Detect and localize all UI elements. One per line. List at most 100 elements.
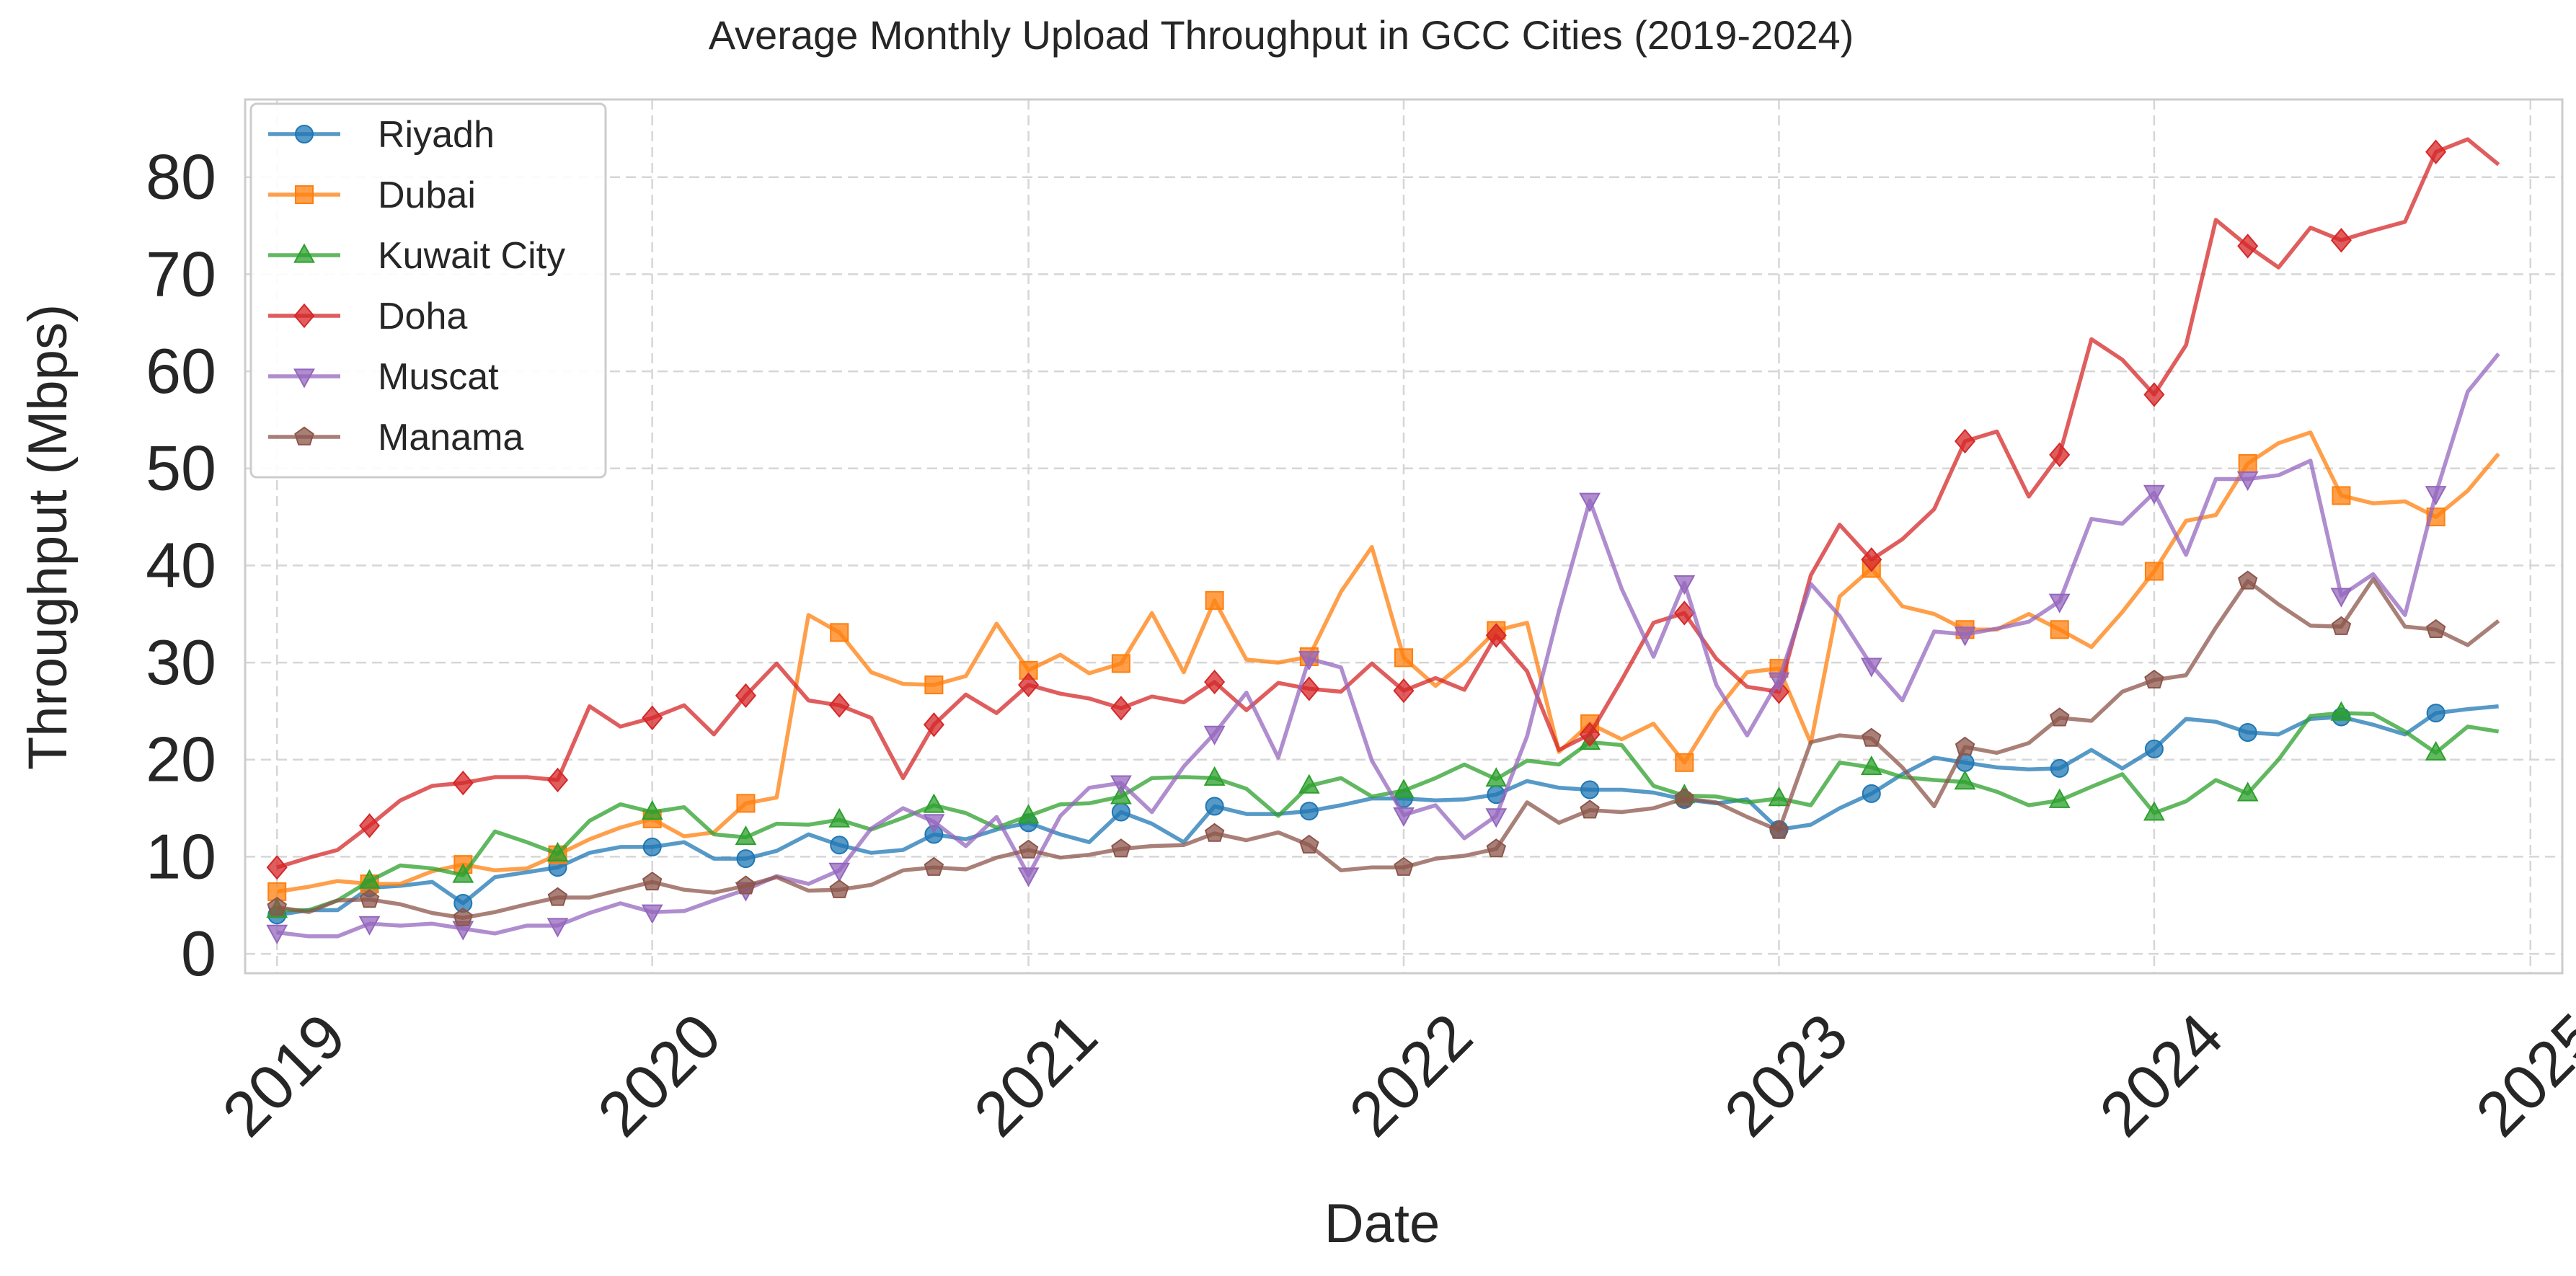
data-point-muscat <box>1393 807 1415 827</box>
data-point-kuwait-city <box>2236 781 2259 802</box>
data-point-doha <box>2237 234 2259 259</box>
y-tick-label: 60 <box>146 335 216 407</box>
data-point-doha <box>358 813 381 838</box>
data-point-doha <box>1954 428 1976 454</box>
data-point-kuwait-city <box>828 807 851 828</box>
data-point-kuwait-city <box>1298 774 1320 794</box>
data-point-doha <box>1204 669 1226 695</box>
series-dubai <box>267 430 2500 901</box>
data-point-doha <box>2330 228 2352 253</box>
data-point-riyadh <box>2238 723 2257 743</box>
data-point-dubai <box>736 794 756 813</box>
data-point-kuwait-city <box>641 800 663 820</box>
data-point-muscat <box>923 814 945 834</box>
data-point-kuwait-city <box>2143 801 2165 821</box>
data-point-muscat <box>1579 492 1601 513</box>
data-point-kuwait-city <box>1860 756 1882 776</box>
data-point-riyadh <box>1111 802 1130 822</box>
data-point-riyadh <box>642 837 662 856</box>
data-point-dubai <box>1675 753 1694 772</box>
data-point-dubai <box>1394 648 1413 668</box>
data-point-muscat <box>1110 775 1132 795</box>
legend-label-manama: Manama <box>378 417 523 458</box>
legend-box <box>249 102 607 479</box>
data-point-dubai <box>2144 562 2164 581</box>
data-point-muscat <box>1768 672 1790 692</box>
data-point-riyadh <box>2144 739 2164 758</box>
legend-marker-dubai <box>295 185 314 204</box>
data-point-manama <box>2237 570 2258 590</box>
data-point-kuwait-city <box>2425 740 2447 761</box>
data-point-muscat <box>2143 484 2165 505</box>
data-point-manama <box>829 879 849 898</box>
data-point-muscat <box>1954 626 1976 647</box>
data-point-manama <box>1299 834 1319 854</box>
data-point-muscat <box>1298 651 1320 671</box>
data-point-manama <box>547 887 568 906</box>
data-point-manama <box>2144 669 2164 688</box>
x-tick-label: 2020 <box>584 1000 734 1150</box>
x-tick-label: 2024 <box>2086 1000 2236 1150</box>
data-point-muscat <box>1673 575 1696 595</box>
data-point-doha <box>452 770 474 796</box>
data-point-kuwait-city <box>2048 788 2071 808</box>
legend-label-muscat: Muscat <box>378 356 499 398</box>
series-line-manama <box>276 577 2500 920</box>
data-point-dubai <box>2050 620 2069 639</box>
data-point-manama <box>1674 788 1694 807</box>
data-point-muscat <box>358 916 381 936</box>
data-point-manama <box>1769 820 1789 839</box>
data-point-manama <box>1111 838 1131 858</box>
data-point-riyadh <box>1862 784 1881 803</box>
legend-label-dubai: Dubai <box>378 174 476 216</box>
legend: Riyadh Dubai Kuwait City Doha Muscat Manama <box>249 102 607 479</box>
data-point-dubai <box>2238 454 2257 473</box>
data-point-manama <box>2050 707 2070 727</box>
data-point-muscat <box>828 862 851 882</box>
plot-area-frame <box>244 98 2564 975</box>
data-point-kuwait-city <box>735 825 757 846</box>
data-point-doha <box>1017 672 1040 698</box>
data-point-dubai <box>1205 590 1224 610</box>
legend-marker-kuwait-city <box>293 243 315 263</box>
data-point-doha <box>266 855 288 880</box>
data-point-dubai <box>830 623 849 642</box>
data-point-muscat <box>1485 808 1508 828</box>
data-point-muscat <box>1017 867 1040 887</box>
data-point-riyadh <box>2050 758 2069 778</box>
data-point-doha <box>1579 722 1601 747</box>
y-tick-label: 40 <box>146 529 216 601</box>
y-tick-label: 30 <box>146 626 216 698</box>
data-point-manama <box>1018 839 1039 859</box>
data-point-muscat <box>1203 725 1226 745</box>
series-muscat <box>266 353 2500 944</box>
data-point-muscat <box>2425 486 2447 506</box>
data-point-dubai <box>924 675 944 695</box>
data-point-kuwait-city <box>1768 787 1790 807</box>
data-point-doha <box>923 712 944 737</box>
x-tick-label: 2023 <box>1711 1000 1861 1150</box>
data-point-kuwait-city <box>1203 766 1226 786</box>
data-point-kuwait-city <box>923 793 945 813</box>
data-point-doha <box>1861 547 1882 572</box>
legend-marker-riyadh <box>295 125 314 143</box>
data-point-manama <box>453 907 473 926</box>
legend-marker-muscat <box>293 368 315 389</box>
data-point-muscat <box>1860 657 1882 678</box>
legend-label-kuwait-city: Kuwait City <box>378 235 565 277</box>
data-point-kuwait-city <box>546 841 569 861</box>
data-point-doha <box>2049 442 2071 468</box>
y-axis-label: Throughput (Mbps) <box>17 304 79 770</box>
data-point-manama <box>924 856 944 876</box>
series-kuwait-city <box>266 701 2500 918</box>
y-tick-label: 20 <box>146 724 216 795</box>
data-point-riyadh <box>1205 797 1224 816</box>
data-point-doha <box>1393 678 1415 704</box>
data-point-kuwait-city <box>1017 804 1040 824</box>
data-point-doha <box>1110 696 1132 721</box>
data-point-manama <box>1394 856 1414 876</box>
legend-marker-manama <box>294 426 314 446</box>
data-point-doha <box>735 683 756 709</box>
data-point-manama <box>1486 838 1507 858</box>
